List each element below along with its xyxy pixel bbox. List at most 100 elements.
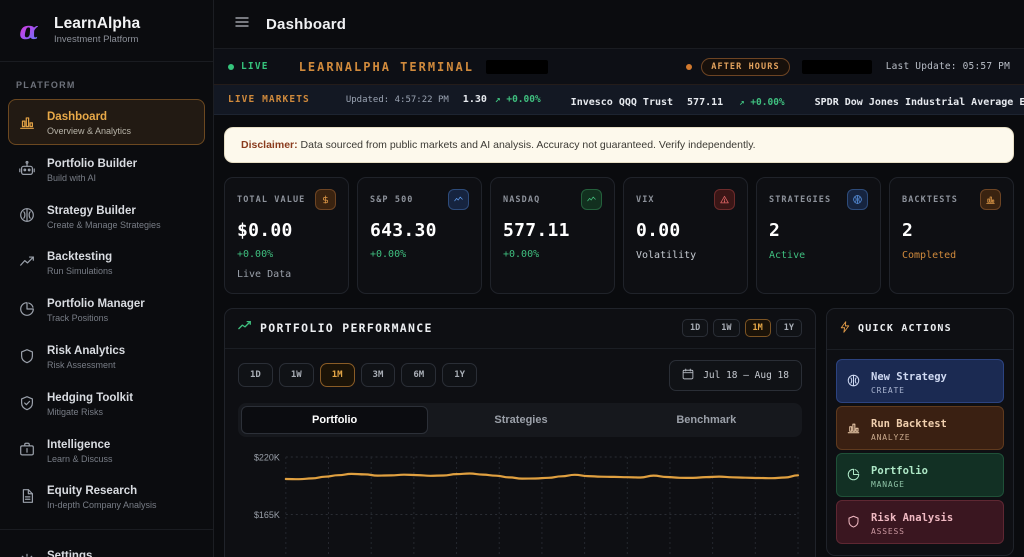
brand[interactable]: α LearnAlpha Investment Platform	[0, 0, 213, 62]
ticker-updated: Updated: 4:57:22 PM	[345, 94, 449, 105]
live-status-dot	[228, 63, 234, 70]
metric-card-label: VIX	[636, 194, 655, 205]
metric-card[interactable]: VIX 0.00 Volatility	[623, 177, 748, 294]
terminal-bar: LIVE LEARNALPHA TERMINAL AFTER HOURS Las…	[214, 49, 1024, 85]
chart-toolbar: 1D 1W 1M 3M 6M 1Y Jul 18 – Aug 18	[225, 349, 815, 399]
svg-text:$220K: $220K	[254, 452, 280, 462]
market-ticker[interactable]: LIVE MARKETS Updated: 4:57:22 PM 1.30 ↗ …	[214, 85, 1024, 115]
disclaimer-text: Data sourced from public markets and AI …	[297, 139, 756, 151]
metric-card[interactable]: S&P 500 643.30 +0.00%	[357, 177, 482, 294]
metric-card[interactable]: STRATEGIES 2 Active	[756, 177, 881, 294]
metric-card-foot: Active	[769, 249, 806, 261]
sidebar-item-label: Backtesting	[47, 251, 113, 264]
range-button-3m[interactable]: 3M	[360, 363, 396, 388]
last-update-label: Last Update: 05:57 PM	[885, 61, 1010, 72]
performance-title: PORTFOLIO PERFORMANCE	[260, 321, 433, 336]
metric-card-value: 577.11	[503, 220, 570, 241]
chart-tab-group: Portfolio Strategies Benchmark	[238, 402, 802, 437]
header-range-1y[interactable]: 1Y	[775, 319, 802, 338]
performance-header: PORTFOLIO PERFORMANCE 1D 1W 1M 1Y	[225, 309, 815, 349]
hamburger-icon[interactable]	[234, 14, 250, 35]
sidebar-item-label: Intelligence	[47, 438, 111, 451]
range-button-group: 1D 1W 1M 3M 6M 1Y	[238, 363, 478, 388]
sidebar-divider	[0, 529, 213, 531]
sidebar-item-risk-analytics[interactable]: Risk Analytics Risk Assessment	[8, 333, 205, 379]
range-button-6m[interactable]: 6M	[401, 363, 437, 388]
shield-icon	[18, 347, 36, 365]
metric-card-delta: +0.00%	[237, 248, 274, 260]
ticker-item-name: SPDR Dow Jones Industrial Average ETF	[814, 97, 1024, 108]
sidebar-item-portfolio-manager[interactable]: Portfolio Manager Track Positions	[8, 286, 205, 332]
sidebar-item-backtesting[interactable]: Backtesting Run Simulations	[8, 239, 205, 285]
header-range-1w[interactable]: 1W	[713, 319, 740, 338]
range-button-1d[interactable]: 1D	[238, 363, 273, 388]
range-button-1y[interactable]: 1Y	[442, 363, 478, 388]
quick-action-new-strategy[interactable]: New Strategy CREATE	[836, 358, 1004, 403]
quick-action-risk-analysis[interactable]: Risk Analysis ASSESS	[836, 499, 1004, 544]
svg-text:$165K: $165K	[254, 510, 280, 520]
lower-section: PORTFOLIO PERFORMANCE 1D 1W 1M 1Y 1D 1W 1M 3M 6…	[224, 307, 1014, 557]
dashboard-content: Disclaimer: Data sourced from public mar…	[214, 115, 1024, 557]
sidebar-item-settings[interactable]: SettingsManage Preferences	[8, 538, 205, 557]
page-title: Dashboard	[266, 15, 347, 33]
quick-action-sub: ASSESS	[871, 526, 905, 536]
document-icon	[18, 487, 36, 505]
sidebar-item-label: Settings	[47, 550, 93, 557]
ticker-item-name: Invesco QQQ Trust	[570, 97, 674, 108]
tab-portfolio[interactable]: Portfolio	[241, 405, 429, 434]
pie-chart-icon	[846, 467, 861, 482]
sidebar-item-sub: Risk Assessment	[47, 359, 116, 370]
quick-actions-header: QUICK ACTIONS	[827, 309, 1013, 350]
warning-icon	[714, 189, 735, 210]
terminal-title: LEARNALPHA TERMINAL	[298, 59, 474, 74]
sidebar-item-portfolio-builder[interactable]: Portfolio Builder Build with AI	[8, 146, 205, 192]
sidebar-item-label: Dashboard	[47, 111, 108, 123]
quick-action-sub: MANAGE	[871, 479, 905, 489]
sidebar-item-strategy-builder[interactable]: Strategy Builder Create & Manage Strategi…	[8, 193, 205, 239]
sidebar-item-intelligence[interactable]: Intelligence Learn & Discuss	[8, 427, 205, 473]
tab-strategies[interactable]: Strategies	[494, 413, 548, 426]
sidebar-item-sub: Learn & Discuss	[47, 453, 113, 464]
date-range-picker[interactable]: Jul 18 – Aug 18	[669, 359, 802, 391]
metric-card[interactable]: BACKTESTS 2 Completed	[889, 177, 1014, 294]
ticker-item-change: ↗ +0.00%	[739, 97, 785, 108]
gear-icon	[18, 552, 36, 557]
sidebar-item-dashboard[interactable]: Dashboard Overview & Analytics	[8, 99, 205, 145]
metric-card-value: 2	[769, 220, 781, 241]
metric-card[interactable]: TOTAL VALUE $0.00 +0.00% Live Data	[224, 177, 349, 294]
shield-icon	[846, 514, 861, 529]
activity-icon	[581, 189, 602, 210]
metric-card-foot: Live Data	[237, 268, 292, 280]
metric-card-delta: +0.00%	[503, 248, 540, 260]
ticker-clipped-value: 1.30	[462, 94, 487, 105]
disclaimer-banner: Disclaimer: Data sourced from public mar…	[224, 127, 1014, 163]
tab-benchmark[interactable]: Benchmark	[676, 413, 737, 426]
sidebar-item-label: Hedging Toolkit	[47, 391, 134, 404]
after-hours-badge: AFTER HOURS	[701, 57, 790, 76]
sidebar-item-label: Risk Analytics	[47, 344, 126, 357]
ticker-clipped-change: ↗ +0.00%	[494, 94, 541, 105]
quick-action-portfolio[interactable]: Portfolio MANAGE	[836, 452, 1004, 497]
quick-action-run-backtest[interactable]: Run Backtest ANALYZE	[836, 405, 1004, 450]
sidebar-item-equity-research[interactable]: Equity Research In-depth Company Analysis	[8, 473, 205, 519]
calendar-icon	[682, 368, 694, 383]
main-area: Dashboard LIVE LEARNALPHA TERMINAL AFTER…	[214, 0, 1024, 557]
metric-card-delta: +0.00%	[370, 248, 407, 260]
sidebar-nav: PLATFORM Dashboard Overview & Analytics Po…	[0, 62, 213, 557]
metric-card-value: $0.00	[237, 220, 293, 241]
header-range-1m[interactable]: 1M	[744, 319, 771, 338]
quick-actions-panel: QUICK ACTIONS New Strategy CREATE Run Back…	[826, 307, 1014, 556]
sidebar-item-sub: Create & Manage Strategies	[47, 219, 161, 230]
quick-action-sub: CREATE	[871, 385, 905, 395]
quick-action-label: Portfolio	[871, 464, 928, 477]
robot-icon	[18, 160, 36, 178]
metric-card[interactable]: NASDAQ 577.11 +0.00%	[490, 177, 615, 294]
header-range-1d[interactable]: 1D	[682, 319, 709, 338]
ticker-item-price: 577.11	[687, 97, 724, 108]
range-button-1m[interactable]: 1M	[319, 363, 355, 388]
pie-chart-icon	[18, 300, 36, 318]
brain-icon	[847, 189, 868, 210]
sidebar-item-hedging-toolkit[interactable]: Hedging Toolkit Mitigate Risks	[8, 380, 205, 426]
range-button-1w[interactable]: 1W	[278, 363, 314, 388]
sidebar-item-label: Portfolio Builder	[47, 157, 138, 170]
